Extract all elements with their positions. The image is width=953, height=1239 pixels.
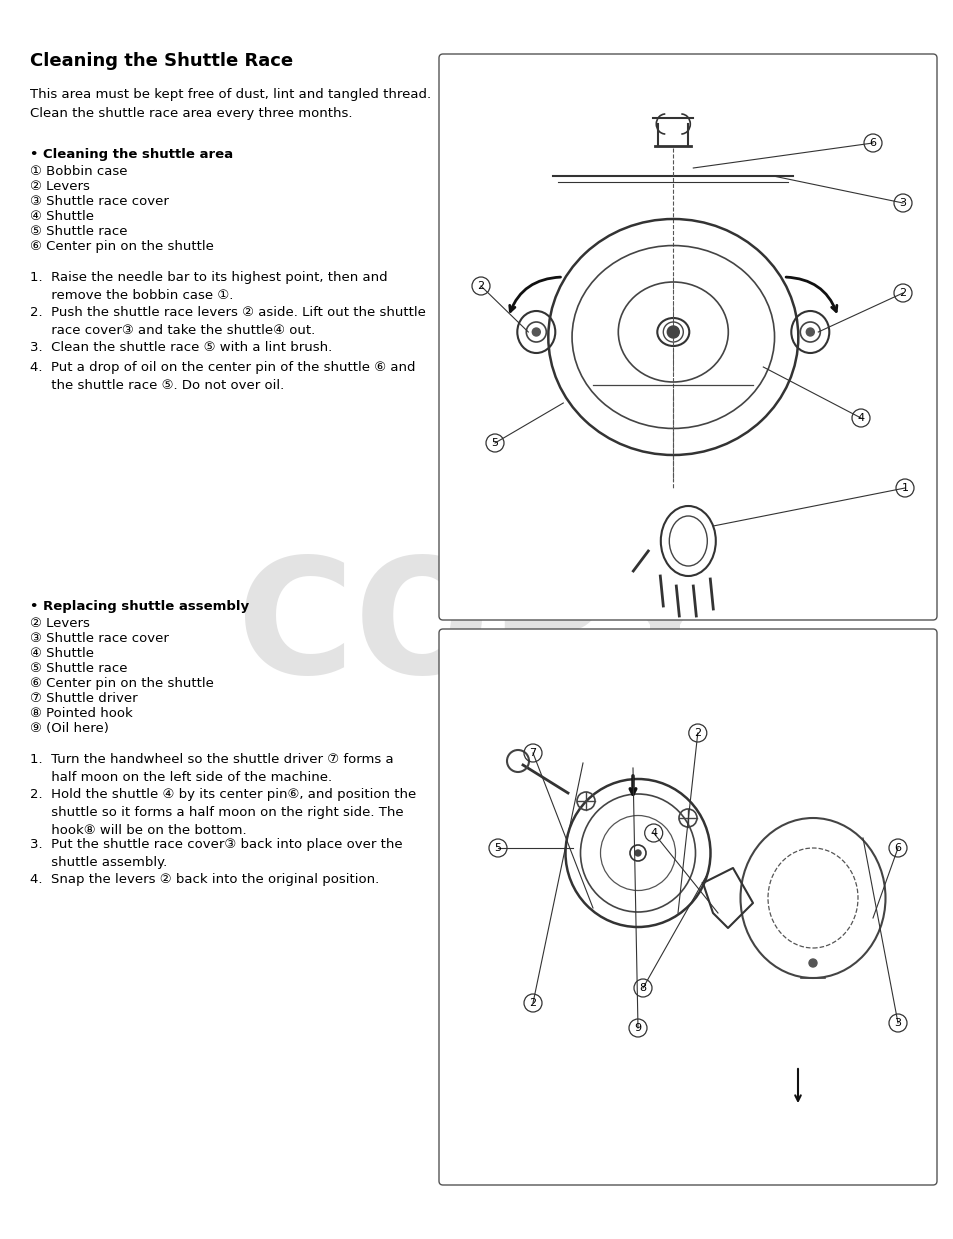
Text: • Cleaning the shuttle area: • Cleaning the shuttle area	[30, 147, 233, 161]
Circle shape	[666, 326, 679, 338]
Text: ① Bobbin case: ① Bobbin case	[30, 165, 128, 178]
Text: ② Levers: ② Levers	[30, 180, 90, 193]
Text: 1: 1	[901, 483, 907, 493]
Text: ⑥ Center pin on the shuttle: ⑥ Center pin on the shuttle	[30, 240, 213, 253]
Text: 2: 2	[899, 287, 905, 299]
Text: 4.  Snap the levers ② back into the original position.: 4. Snap the levers ② back into the origi…	[30, 873, 379, 886]
Circle shape	[805, 328, 814, 336]
Text: 3: 3	[899, 198, 905, 208]
FancyBboxPatch shape	[438, 629, 936, 1184]
Text: Cleaning the Shuttle Race: Cleaning the Shuttle Race	[30, 52, 293, 69]
Text: 3.  Put the shuttle race cover③ back into place over the
     shuttle assembly.: 3. Put the shuttle race cover③ back into…	[30, 838, 402, 869]
Text: 5: 5	[491, 439, 498, 449]
Text: ④ Shuttle: ④ Shuttle	[30, 209, 94, 223]
Text: ⑦ Shuttle driver: ⑦ Shuttle driver	[30, 693, 137, 705]
Text: 2: 2	[694, 729, 700, 738]
Text: 4.  Put a drop of oil on the center pin of the shuttle ⑥ and
     the shuttle ra: 4. Put a drop of oil on the center pin o…	[30, 361, 416, 392]
Text: 8: 8	[639, 983, 646, 992]
Text: 2.  Hold the shuttle ④ by its center pin⑥, and position the
     shuttle so it f: 2. Hold the shuttle ④ by its center pin⑥…	[30, 788, 416, 838]
Text: 6: 6	[894, 843, 901, 852]
Text: ⑧ Pointed hook: ⑧ Pointed hook	[30, 707, 132, 720]
Text: 6: 6	[868, 138, 876, 147]
Circle shape	[635, 850, 640, 856]
Text: This area must be kept free of dust, lint and tangled thread.
Clean the shuttle : This area must be kept free of dust, lin…	[30, 88, 431, 119]
Text: ④ Shuttle: ④ Shuttle	[30, 647, 94, 660]
Text: ② Levers: ② Levers	[30, 617, 90, 629]
Text: 2: 2	[476, 281, 484, 291]
Text: 3: 3	[894, 1018, 901, 1028]
Text: ③ Shuttle race cover: ③ Shuttle race cover	[30, 632, 169, 646]
Text: 9: 9	[634, 1023, 640, 1033]
Text: 5: 5	[494, 843, 501, 852]
Text: 4: 4	[649, 828, 657, 838]
Text: ⑥ Center pin on the shuttle: ⑥ Center pin on the shuttle	[30, 676, 213, 690]
Circle shape	[808, 959, 816, 966]
Text: 2.  Push the shuttle race levers ② aside. Lift out the shuttle
     race cover③ : 2. Push the shuttle race levers ② aside.…	[30, 306, 425, 337]
Text: ⑤ Shuttle race: ⑤ Shuttle race	[30, 225, 128, 238]
Text: ⑨ (Oil here): ⑨ (Oil here)	[30, 722, 109, 735]
Text: 2: 2	[529, 997, 536, 1009]
Circle shape	[532, 328, 539, 336]
Text: ③ Shuttle race cover: ③ Shuttle race cover	[30, 195, 169, 208]
Text: COPY: COPY	[236, 553, 722, 707]
Text: 1.  Turn the handwheel so the shuttle driver ⑦ forms a
     half moon on the lef: 1. Turn the handwheel so the shuttle dri…	[30, 753, 394, 784]
Text: 7: 7	[529, 748, 536, 758]
Text: ⑤ Shuttle race: ⑤ Shuttle race	[30, 662, 128, 675]
Text: • Replacing shuttle assembly: • Replacing shuttle assembly	[30, 600, 249, 613]
Text: 1.  Raise the needle bar to its highest point, then and
     remove the bobbin c: 1. Raise the needle bar to its highest p…	[30, 271, 387, 302]
Text: 4: 4	[857, 413, 863, 422]
Text: 3.  Clean the shuttle race ⑤ with a lint brush.: 3. Clean the shuttle race ⑤ with a lint …	[30, 341, 332, 354]
FancyBboxPatch shape	[438, 55, 936, 620]
